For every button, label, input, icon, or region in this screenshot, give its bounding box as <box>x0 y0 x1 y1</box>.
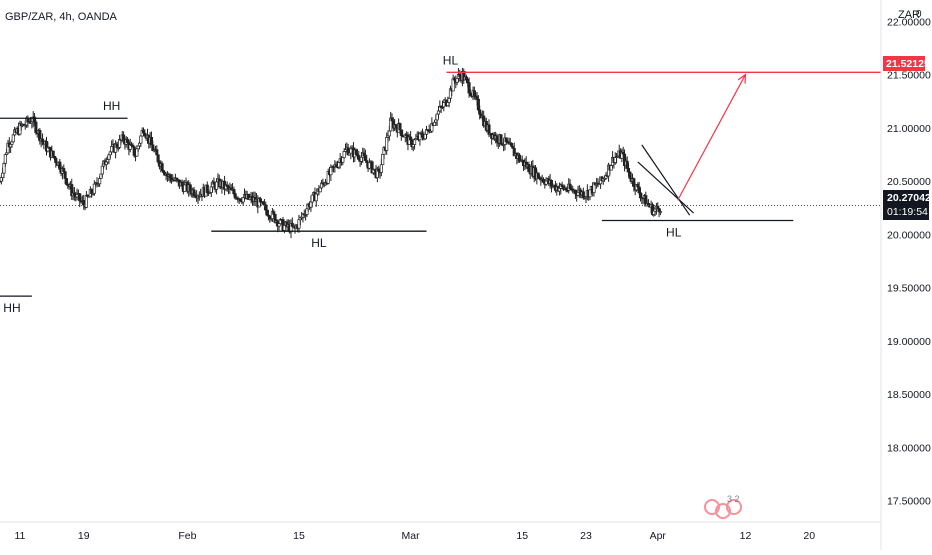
price-tick-label: 17.50000 <box>887 496 931 508</box>
candle-body <box>495 135 499 143</box>
currency-label: ZAR <box>898 9 920 21</box>
candle-body <box>658 211 662 213</box>
price-tick-label: 21.00000 <box>887 123 931 135</box>
candle-body <box>413 139 417 145</box>
candle-body <box>310 194 314 203</box>
candle-body <box>160 163 164 172</box>
candle-body <box>139 135 143 144</box>
current-price-label: 20.27042 01:19:54 <box>883 190 931 220</box>
time-tick-label: 15 <box>516 530 528 542</box>
swing-label-3: HL <box>666 226 682 240</box>
price-tick-label: 18.50000 <box>887 389 931 401</box>
candle-body <box>155 149 159 156</box>
projection-arrow-head <box>737 73 747 84</box>
time-tick-label: Mar <box>402 530 421 542</box>
time-tick-label: 12 <box>740 530 752 542</box>
countdown-text: 01:19:54 <box>887 206 928 218</box>
time-tick-label: 11 <box>14 530 25 542</box>
price-tick-label: 20.50000 <box>887 176 931 188</box>
candle-body <box>98 178 102 185</box>
channel-upper-line[interactable] <box>641 144 691 216</box>
candle-body <box>3 154 7 164</box>
price-tick-label: 21.50000 <box>887 70 931 82</box>
time-tick-label: 23 <box>580 530 592 542</box>
drawing-annotations: HH HL HH HL HL <box>0 53 881 315</box>
price-axis[interactable]: 17.50000 18.00000 18.50000 19.00000 19.50000… <box>887 16 931 507</box>
swing-label-1: HL <box>311 236 327 250</box>
candle-body <box>349 148 353 154</box>
price-tick-label: 18.00000 <box>887 442 931 454</box>
swing-label-2: HH <box>3 301 20 315</box>
target-price-text: 21.52125 <box>886 58 930 70</box>
candle-body <box>387 130 391 137</box>
channel-lower-line[interactable] <box>637 161 695 214</box>
time-tick-label: Feb <box>178 530 196 542</box>
axis-settings-glyph[interactable]: 0 <box>916 9 922 20</box>
current-price-bg <box>883 190 929 220</box>
candle-body <box>64 178 68 185</box>
price-tick-label: 20.00000 <box>887 229 931 241</box>
target-price-label: 21.52125 <box>883 56 930 71</box>
price-tick-label: 19.00000 <box>887 336 931 348</box>
candle-body <box>398 123 402 131</box>
candlestick-series <box>0 67 662 239</box>
candle-body <box>63 171 67 179</box>
candle-body <box>342 151 346 159</box>
candle-body <box>510 142 514 147</box>
symbol-title: GBP/ZAR, 4h, OANDA <box>5 11 118 23</box>
candle-body <box>626 167 631 173</box>
time-axis[interactable]: 11 19 Feb 15 Mar 15 23 Apr 12 20 <box>14 530 815 542</box>
price-tick-label: 19.50000 <box>887 283 931 295</box>
candle-body <box>499 134 503 145</box>
watermark-text: 3 2 <box>727 494 740 504</box>
price-tick-label: 22.00000 <box>887 16 931 28</box>
time-tick-label: 15 <box>293 530 305 542</box>
candle-body <box>51 150 55 157</box>
swing-label-0: HH <box>103 99 120 113</box>
watermark-logo: 3 2 <box>704 494 742 519</box>
time-tick-label: 20 <box>803 530 815 542</box>
candle-body <box>379 164 383 173</box>
target-price-bg <box>883 56 925 71</box>
current-price-text: 20.27042 <box>887 192 931 204</box>
time-tick-label: 19 <box>78 530 90 542</box>
swing-label-4: HL <box>443 53 459 67</box>
time-tick-label: Apr <box>650 530 667 542</box>
projection-arrow-line[interactable] <box>677 74 746 201</box>
